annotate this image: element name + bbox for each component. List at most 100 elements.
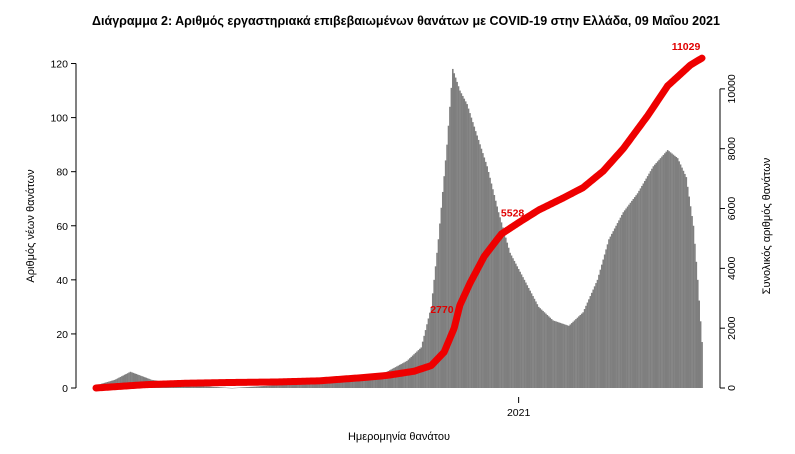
bar	[490, 183, 493, 388]
bar	[668, 151, 670, 388]
bar	[424, 330, 427, 388]
bar	[290, 384, 292, 388]
bar	[513, 260, 516, 388]
bar	[208, 386, 211, 388]
bar	[467, 108, 470, 388]
bar	[648, 173, 650, 388]
y-tick-label: 60	[56, 221, 68, 233]
line-annotation: 2770	[430, 304, 454, 316]
bar	[201, 386, 203, 388]
bar	[493, 195, 496, 388]
bar	[692, 225, 695, 388]
bar	[569, 324, 572, 388]
bar	[331, 381, 334, 388]
y-tick-label: 80	[56, 167, 68, 179]
bar	[373, 374, 375, 388]
bar	[565, 324, 567, 388]
bar	[613, 228, 616, 388]
bar	[423, 335, 425, 388]
bar	[189, 385, 192, 388]
chart-title: Διάγραμμα 2: Αριθμός εργαστηριακά επιβεβ…	[92, 14, 720, 28]
bar	[507, 247, 510, 388]
bar	[472, 122, 474, 389]
bar	[486, 166, 488, 388]
bar	[563, 324, 566, 388]
bar	[211, 386, 213, 388]
line-annotation: 11029	[672, 41, 701, 53]
bar	[368, 375, 371, 388]
bar	[642, 183, 645, 388]
bar	[128, 372, 130, 388]
bar	[494, 200, 497, 388]
bar	[255, 386, 258, 388]
bar	[219, 387, 222, 388]
bar	[592, 289, 594, 388]
bar	[241, 387, 243, 388]
bar	[676, 158, 679, 388]
bar	[357, 377, 360, 388]
bar	[308, 383, 311, 388]
bar	[370, 375, 372, 388]
bar	[527, 287, 530, 388]
bar	[239, 387, 242, 388]
bar	[300, 383, 302, 388]
bar	[215, 387, 218, 388]
bar	[659, 158, 662, 388]
bar	[314, 382, 317, 388]
bar	[599, 269, 602, 388]
bar	[525, 282, 527, 388]
bar	[320, 382, 322, 388]
bar	[484, 161, 487, 388]
bar	[535, 301, 537, 388]
bar	[549, 317, 552, 388]
bar	[696, 279, 699, 388]
bar	[517, 269, 520, 388]
bar	[646, 176, 649, 388]
bar	[500, 222, 503, 388]
bar	[439, 223, 441, 388]
bar	[444, 160, 447, 388]
bar	[616, 223, 619, 388]
bar	[694, 243, 696, 388]
bar	[608, 239, 610, 388]
bar	[333, 380, 335, 388]
bar	[337, 380, 339, 388]
bar	[242, 387, 245, 388]
bar	[443, 176, 445, 388]
bar	[191, 385, 193, 388]
bar	[383, 372, 385, 388]
bar	[272, 385, 275, 388]
cumulative-line	[92, 54, 706, 392]
bar	[287, 384, 289, 388]
bar	[335, 380, 338, 388]
bar	[456, 81, 458, 388]
bar	[503, 232, 506, 388]
bar	[262, 386, 265, 388]
bar	[387, 371, 390, 388]
bar	[492, 189, 494, 388]
bar	[381, 372, 384, 388]
bar	[350, 378, 352, 388]
bar	[589, 296, 592, 388]
bars-layer	[95, 68, 703, 389]
bar	[138, 375, 140, 388]
bar	[611, 233, 613, 388]
bar	[622, 212, 625, 388]
bar	[268, 385, 271, 388]
bar	[254, 386, 256, 388]
bar	[313, 382, 315, 388]
bar	[625, 208, 627, 388]
bar	[291, 384, 294, 388]
bar	[546, 314, 549, 388]
bar	[516, 266, 519, 388]
bar	[459, 90, 461, 388]
bar	[204, 386, 206, 388]
bar	[388, 370, 391, 388]
bar	[440, 207, 443, 388]
bar	[305, 383, 308, 388]
bar	[635, 195, 637, 388]
bar	[294, 384, 296, 388]
bar	[341, 379, 344, 388]
bar	[466, 104, 468, 388]
bar	[626, 206, 629, 388]
